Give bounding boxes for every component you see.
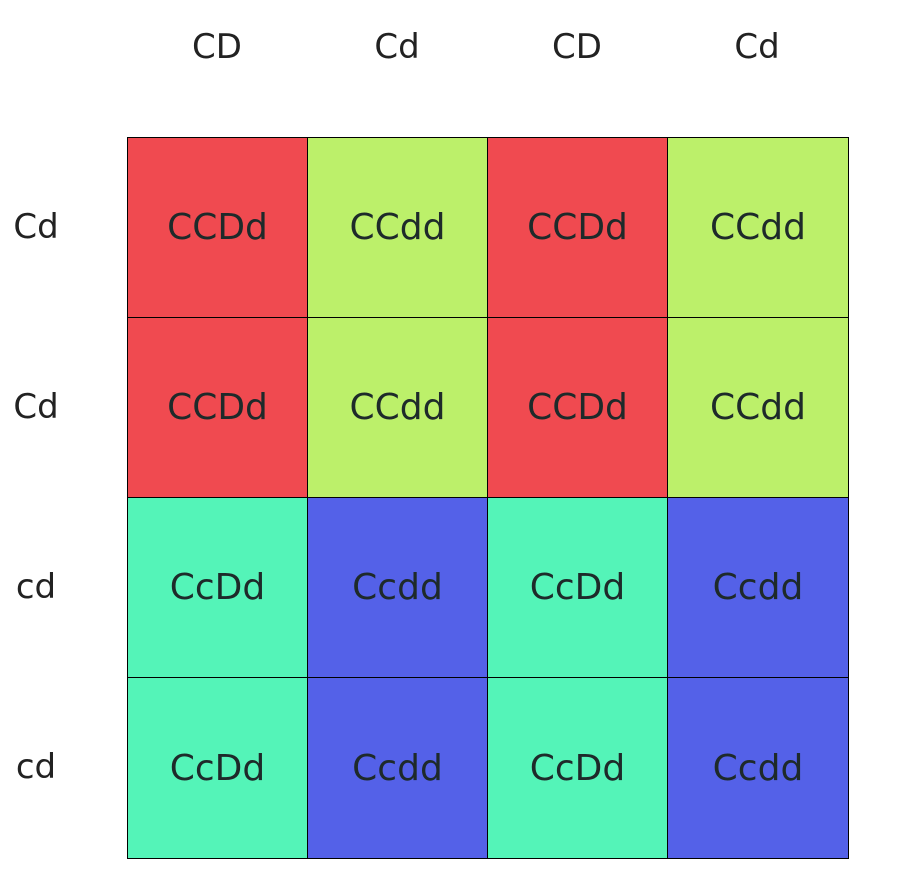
row-header-2: Cd [13,387,59,427]
cell-r2-c1: CCDd [128,318,308,498]
cell-r2-c3: CCDd [488,318,668,498]
cell-r1-c3: CCDd [488,138,668,318]
cell-r4-c2: Ccdd [308,678,488,858]
cell-r3-c4: Ccdd [668,498,848,678]
column-header-3: CD [552,27,602,67]
cell-r2-c2: CCdd [308,318,488,498]
row-header-4: cd [15,747,57,787]
cell-r1-c2: CCdd [308,138,488,318]
column-header-4: Cd [734,27,780,67]
row-header-1: Cd [13,207,59,247]
column-header-1: CD [192,27,242,67]
cell-r3-c3: CcDd [488,498,668,678]
cell-r4-c3: CcDd [488,678,668,858]
row-header-3: cd [15,567,57,607]
cell-r1-c1: CCDd [128,138,308,318]
cell-r3-c1: CcDd [128,498,308,678]
cell-r1-c4: CCdd [668,138,848,318]
cell-r4-c4: Ccdd [668,678,848,858]
cell-r3-c2: Ccdd [308,498,488,678]
cell-r2-c4: CCdd [668,318,848,498]
punnett-square-grid: CCDd CCdd CCDd CCdd CCDd CCdd CCDd CCdd … [127,137,849,859]
column-header-2: Cd [374,27,420,67]
cell-r4-c1: CcDd [128,678,308,858]
